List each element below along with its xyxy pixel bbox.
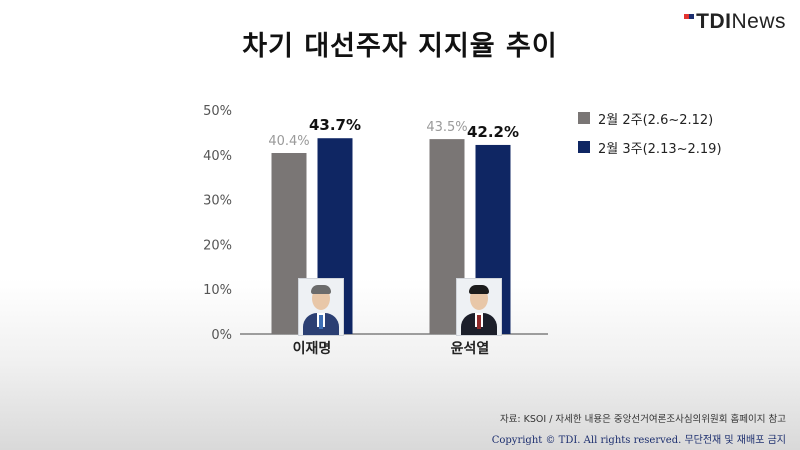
x-category-label: 윤석열 xyxy=(451,340,490,357)
yoon-suk-yeol-photo xyxy=(456,278,502,336)
hair-shape xyxy=(311,285,331,294)
logo-light-text: News xyxy=(731,10,786,33)
copyright-note: Copyright © TDI. All rights reserved. 무단… xyxy=(491,435,786,446)
x-category-label: 이재명 xyxy=(293,340,332,357)
legend-label-week3: 2월 3주(2.13~2.19) xyxy=(598,141,722,157)
source-note: 자료: KSOI / 자세한 내용은 중앙선거여론조사심의위원회 홈페이지 참고 xyxy=(499,414,786,425)
tie-shape xyxy=(477,315,481,329)
logo-mark-icon xyxy=(684,11,695,33)
legend-swatch-week2 xyxy=(578,112,590,124)
y-tick-label: 20% xyxy=(203,238,232,253)
y-tick-label: 10% xyxy=(203,283,232,298)
tdi-news-logo: TDINews xyxy=(684,10,786,34)
logo-bold-text: TDI xyxy=(696,10,732,33)
y-tick-label: 50% xyxy=(203,104,232,119)
legend-item-week2: 2월 2주(2.6~2.12) xyxy=(578,109,722,128)
data-label: 43.5% xyxy=(426,120,467,135)
lee-jae-myung-photo xyxy=(298,278,344,336)
y-tick-label: 40% xyxy=(203,149,232,164)
data-label: 40.4% xyxy=(268,134,309,149)
legend-swatch-week3 xyxy=(578,141,590,153)
chart-legend: 2월 2주(2.6~2.12) 2월 3주(2.13~2.19) xyxy=(578,109,722,167)
chart-title: 차기 대선주자 지지율 추이 xyxy=(242,31,558,62)
data-label: 42.2% xyxy=(467,123,519,141)
logo-text: TDINews xyxy=(696,10,786,34)
tie-shape xyxy=(319,315,323,329)
data-label: 43.7% xyxy=(309,116,361,134)
hair-shape xyxy=(469,285,489,294)
y-tick-label: 0% xyxy=(211,328,232,343)
y-tick-label: 30% xyxy=(203,194,232,209)
legend-item-week3: 2월 3주(2.13~2.19) xyxy=(578,138,722,157)
legend-label-week2: 2월 2주(2.6~2.12) xyxy=(598,112,714,128)
